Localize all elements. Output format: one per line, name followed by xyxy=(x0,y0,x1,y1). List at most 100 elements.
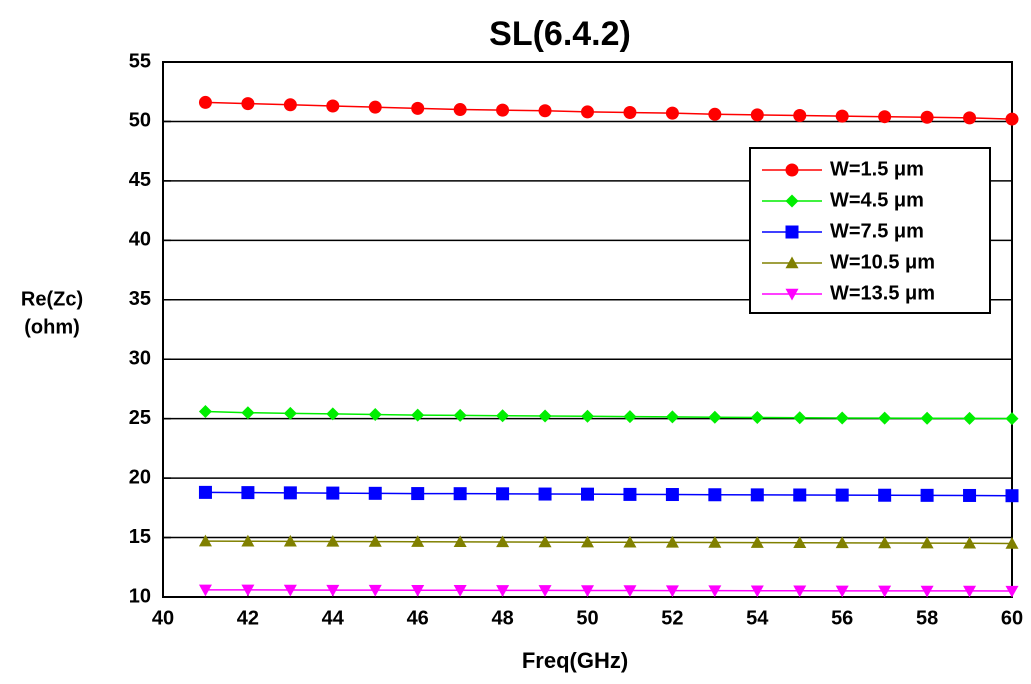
marker xyxy=(708,410,722,424)
marker xyxy=(785,194,799,208)
marker xyxy=(538,585,552,597)
series-line xyxy=(205,589,1013,592)
x-axis-label: Freq(GHz) xyxy=(522,648,628,673)
marker xyxy=(411,487,425,501)
marker xyxy=(581,585,594,597)
marker xyxy=(708,536,722,548)
marker xyxy=(920,411,934,425)
marker xyxy=(368,486,382,500)
marker xyxy=(835,411,849,425)
marker xyxy=(241,406,255,420)
series-line xyxy=(205,491,1013,497)
x-tick-label: 60 xyxy=(1001,607,1023,629)
x-tick-label: 50 xyxy=(576,607,598,629)
marker xyxy=(496,409,510,423)
marker xyxy=(538,104,552,118)
marker xyxy=(326,99,340,113)
marker xyxy=(538,535,552,548)
x-tick-label: 54 xyxy=(746,607,769,629)
marker xyxy=(538,409,552,423)
marker xyxy=(496,535,510,548)
marker xyxy=(793,488,807,502)
marker xyxy=(283,486,297,500)
marker xyxy=(878,110,892,124)
marker xyxy=(581,105,594,119)
marker xyxy=(665,585,679,598)
marker xyxy=(665,106,679,120)
x-tick-label: 58 xyxy=(916,607,938,629)
marker xyxy=(708,107,722,121)
marker xyxy=(241,534,255,547)
marker xyxy=(368,535,382,547)
marker xyxy=(326,584,340,597)
marker xyxy=(623,585,637,597)
marker xyxy=(326,407,340,421)
marker xyxy=(241,584,255,597)
marker xyxy=(198,405,212,419)
marker xyxy=(785,163,799,177)
marker xyxy=(835,536,849,549)
marker xyxy=(283,584,297,597)
marker xyxy=(750,536,764,548)
marker xyxy=(453,535,467,548)
marker xyxy=(538,487,552,501)
marker xyxy=(368,100,382,114)
marker xyxy=(793,411,807,425)
y-tick-label: 30 xyxy=(129,348,151,370)
x-tick-label: 42 xyxy=(237,607,259,629)
marker xyxy=(326,534,340,547)
chart-title: SL(6.4.2) xyxy=(489,15,631,53)
marker xyxy=(453,408,467,422)
x-tick-label: 56 xyxy=(831,607,853,629)
marker xyxy=(785,225,799,239)
marker xyxy=(793,585,807,598)
x-tick-label: 48 xyxy=(491,607,513,629)
marker xyxy=(198,584,212,597)
marker xyxy=(368,584,382,597)
marker xyxy=(283,98,297,112)
marker xyxy=(708,585,722,598)
marker xyxy=(920,585,934,598)
marker xyxy=(835,585,849,598)
marker xyxy=(750,488,764,502)
plot-frame xyxy=(162,61,1013,598)
marker xyxy=(878,488,892,502)
marker xyxy=(326,486,340,500)
marker xyxy=(496,103,510,117)
marker xyxy=(878,585,892,598)
marker xyxy=(411,585,425,597)
marker xyxy=(1005,112,1019,126)
series-line xyxy=(205,540,1013,545)
legend-label: W=4.5 μm xyxy=(830,189,924,211)
marker xyxy=(496,487,510,501)
y-tick-label: 45 xyxy=(129,169,151,191)
marker xyxy=(793,109,807,122)
marker xyxy=(411,535,425,547)
legend-label: W=7.5 μm xyxy=(830,220,924,242)
marker xyxy=(241,97,255,111)
marker xyxy=(750,108,764,122)
marker xyxy=(708,488,722,502)
marker xyxy=(198,95,212,109)
legend-label: W=13.5 μm xyxy=(830,282,935,304)
marker xyxy=(920,536,934,549)
marker xyxy=(581,535,594,548)
marker xyxy=(963,488,977,502)
marker xyxy=(496,585,510,597)
marker xyxy=(963,411,977,425)
y-tick-label: 50 xyxy=(129,110,151,132)
marker xyxy=(1005,489,1019,503)
x-tick-label: 44 xyxy=(322,607,345,629)
marker xyxy=(453,585,467,597)
marker xyxy=(963,536,977,549)
marker xyxy=(283,406,297,420)
series-line xyxy=(205,101,1013,120)
marker xyxy=(198,485,212,499)
marker xyxy=(623,410,637,424)
marker xyxy=(750,410,764,424)
marker xyxy=(241,486,255,500)
legend-label: W=1.5 μm xyxy=(830,158,924,180)
marker xyxy=(623,487,637,501)
marker xyxy=(835,488,849,502)
